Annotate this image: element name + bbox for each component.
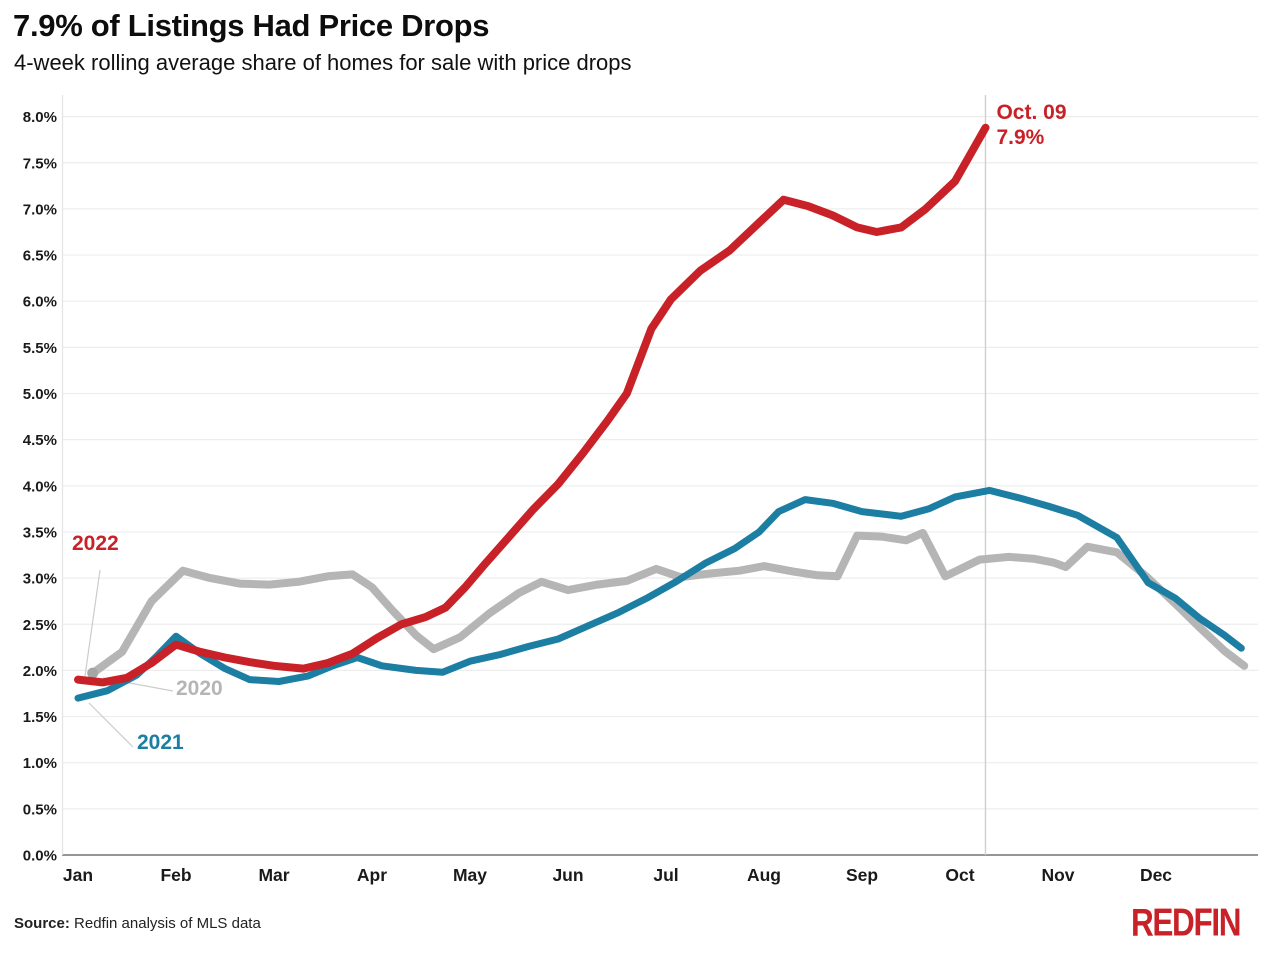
svg-text:1.0%: 1.0%: [23, 755, 57, 772]
svg-text:Aug: Aug: [747, 865, 781, 885]
svg-text:May: May: [453, 865, 487, 885]
svg-text:Jun: Jun: [552, 865, 583, 885]
svg-text:Apr: Apr: [357, 865, 387, 885]
series-label-2021: 2021: [137, 731, 184, 754]
svg-text:0.0%: 0.0%: [23, 848, 57, 865]
svg-text:3.5%: 3.5%: [23, 524, 57, 541]
svg-text:5.5%: 5.5%: [23, 340, 57, 357]
latest-point-annotation: Oct. 09 7.9%: [996, 100, 1066, 150]
svg-text:Sep: Sep: [846, 865, 878, 885]
annotation-value: 7.9%: [996, 126, 1045, 149]
svg-text:2.0%: 2.0%: [23, 663, 57, 680]
svg-text:Nov: Nov: [1041, 865, 1074, 885]
source-prefix: Source:: [14, 915, 70, 932]
source-text: Redfin analysis of MLS data: [74, 915, 261, 932]
svg-text:6.0%: 6.0%: [23, 294, 57, 311]
series-start-dot-2020: [87, 667, 99, 679]
svg-text:3.0%: 3.0%: [23, 571, 57, 588]
svg-text:1.5%: 1.5%: [23, 709, 57, 726]
series-label-2020: 2020: [176, 677, 223, 700]
svg-text:Feb: Feb: [160, 865, 191, 885]
annotation-date: Oct. 09: [996, 101, 1067, 124]
svg-text:4.5%: 4.5%: [23, 432, 57, 449]
svg-text:0.5%: 0.5%: [23, 801, 57, 818]
page-title: 7.9% of Listings Had Price Drops: [13, 8, 490, 43]
series-line-2022: [74, 123, 990, 687]
x-axis-labels: Jan Feb Mar Apr May Jun Jul Aug Sep Oct Nov Dec: [63, 865, 1172, 885]
svg-text:7.5%: 7.5%: [23, 155, 57, 172]
gridlines: [62, 115, 1258, 856]
page-subtitle: 4-week rolling average share of homes fo…: [14, 50, 632, 75]
svg-text:Mar: Mar: [258, 865, 289, 885]
series-line-2020: [88, 528, 1249, 678]
svg-text:2.5%: 2.5%: [23, 617, 57, 634]
svg-text:7.0%: 7.0%: [23, 201, 57, 218]
svg-text:8.0%: 8.0%: [23, 109, 57, 126]
series-line-2021: [74, 486, 1245, 702]
y-axis-labels: 0.0% 0.5% 1.0% 1.5% 2.0% 2.5% 3.0% 3.5% 4.0% 4.5%…: [23, 109, 57, 864]
series-label-2022: 2022: [72, 532, 119, 555]
svg-text:Jan: Jan: [63, 865, 93, 885]
source-note: Source: Redfin analysis of MLS data: [14, 915, 261, 932]
redfin-logo: REDFIN: [1131, 901, 1242, 945]
svg-text:6.5%: 6.5%: [23, 248, 57, 265]
svg-text:4.0%: 4.0%: [23, 478, 57, 495]
svg-text:Oct: Oct: [945, 865, 974, 885]
svg-text:Jul: Jul: [653, 865, 678, 885]
svg-text:Dec: Dec: [1140, 865, 1172, 885]
svg-text:5.0%: 5.0%: [23, 386, 57, 403]
